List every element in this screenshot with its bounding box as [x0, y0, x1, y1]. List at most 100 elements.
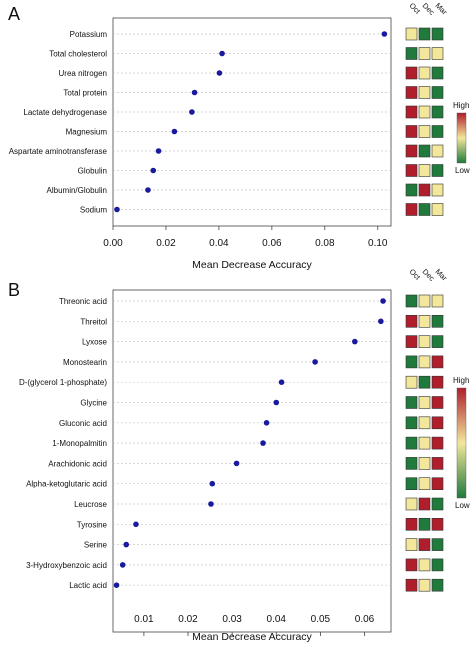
- colorbar-high-label: High: [453, 376, 469, 385]
- heatmap-column-header: Dec: [421, 267, 437, 283]
- heatmap-cell: [431, 558, 444, 572]
- data-point: [119, 562, 126, 568]
- heatmap-cell: [405, 416, 418, 430]
- heatmap-cell: [405, 183, 418, 197]
- colorbar-high-label: High: [453, 101, 469, 110]
- category-label: Sodium: [80, 206, 107, 215]
- heatmap-cell: [431, 203, 444, 216]
- data-point: [216, 70, 223, 76]
- heatmap-cell: [405, 314, 418, 328]
- heatmap-cell: [431, 517, 444, 531]
- heatmap-cell: [431, 27, 444, 41]
- data-point: [189, 109, 195, 115]
- category-label: Leucrose: [74, 500, 107, 509]
- heatmap-cell: [418, 47, 431, 60]
- heatmap-cell: [418, 517, 431, 531]
- category-label: Serine: [84, 541, 108, 550]
- category-label: Albumin/Globulin: [47, 186, 107, 195]
- category-label: Globulin: [78, 167, 107, 176]
- heatmap-column-header: Mar: [434, 267, 450, 283]
- x-tick-label: 0.01: [134, 614, 154, 625]
- panel-b: B Threonic acid Threitol Lyxose Monostearin D…: [8, 267, 470, 643]
- category-label: Total cholesterol: [49, 50, 107, 59]
- heatmap-cell: [431, 375, 444, 389]
- x-tick-label: 0.05: [311, 614, 331, 625]
- heatmap-cell: [431, 355, 444, 369]
- data-point: [150, 167, 157, 174]
- data-point: [278, 379, 285, 386]
- x-axis-title: Mean Decrease Accuracy: [192, 631, 312, 643]
- x-tick-label: 0.02: [178, 614, 198, 625]
- data-point: [145, 187, 151, 193]
- heatmap-column-header: Oct: [408, 267, 423, 282]
- heatmap-cell: [431, 457, 444, 470]
- heatmap-cell: [431, 164, 444, 177]
- heatmap-cell: [418, 164, 431, 177]
- heatmap-cell: [405, 47, 418, 60]
- heatmap-cell: [405, 497, 418, 511]
- data-point: [123, 541, 130, 548]
- heatmap-cell: [405, 203, 418, 216]
- heatmap-cell: [431, 66, 444, 80]
- heatmap-cell: [431, 125, 444, 138]
- heatmap-cell: [431, 314, 444, 328]
- data-point: [233, 460, 240, 467]
- heatmap-cell: [418, 355, 431, 369]
- heatmap-cell: [431, 144, 444, 158]
- data-point: [273, 399, 280, 406]
- heatmap-cell: [405, 578, 418, 592]
- heatmap-cell: [431, 47, 444, 60]
- heatmap-cell: [418, 457, 431, 470]
- category-label: Arachidonic acid: [48, 459, 107, 468]
- heatmap-cell: [405, 396, 418, 409]
- x-tick-label: 0.02: [156, 238, 176, 249]
- heatmap-cell: [405, 294, 418, 308]
- category-label: Threitol: [80, 317, 107, 326]
- heatmap-cell: [418, 497, 431, 511]
- heatmap-cell: [418, 314, 431, 328]
- category-label: Gluconic acid: [59, 419, 107, 428]
- category-label: Potassium: [70, 30, 108, 39]
- heatmap-cell: [418, 416, 431, 430]
- heatmap-cell: [418, 335, 431, 348]
- heatmap-cell: [431, 436, 444, 450]
- colorbar: [456, 387, 467, 499]
- data-point: [260, 440, 266, 446]
- category-label: Monostearin: [63, 358, 107, 367]
- data-point: [380, 298, 386, 304]
- category-label: Total protein: [63, 89, 107, 98]
- heatmap-cell: [418, 203, 431, 216]
- heatmap-cell: [431, 183, 444, 197]
- x-tick-label: 0.06: [262, 238, 282, 249]
- heatmap-cell: [418, 375, 431, 389]
- heatmap-cell: [405, 375, 418, 389]
- heatmap-cell: [405, 86, 418, 99]
- heatmap-cell: [418, 183, 431, 197]
- heatmap-cell: [418, 396, 431, 409]
- category-label: Tyrosine: [77, 520, 108, 529]
- heatmap-cell: [405, 355, 418, 369]
- data-point: [263, 420, 270, 426]
- heatmap-cell: [431, 335, 444, 348]
- heatmap-column-header: Mar: [434, 1, 450, 17]
- heatmap-cell: [405, 477, 418, 491]
- heatmap-cell: [431, 294, 444, 308]
- category-label: Lactic acid: [69, 581, 107, 590]
- heatmap-cell: [418, 294, 431, 308]
- heatmap-cell: [418, 578, 431, 592]
- data-point: [171, 128, 178, 135]
- heatmap-cell: [418, 105, 431, 119]
- data-point: [191, 89, 198, 96]
- heatmap-cell: [418, 538, 431, 551]
- colorbar: [456, 112, 467, 164]
- heatmap-cell: [405, 457, 418, 470]
- heatmap-cell: [431, 538, 444, 551]
- heatmap-cell: [418, 27, 431, 41]
- category-label: 3-Hydroxybenzoic acid: [26, 561, 107, 570]
- heatmap-cell: [431, 578, 444, 592]
- data-point: [378, 318, 384, 325]
- data-point: [133, 521, 139, 528]
- heatmap-cell: [418, 66, 431, 80]
- category-label: 1-Monopalmitin: [52, 439, 107, 448]
- data-point: [208, 501, 214, 507]
